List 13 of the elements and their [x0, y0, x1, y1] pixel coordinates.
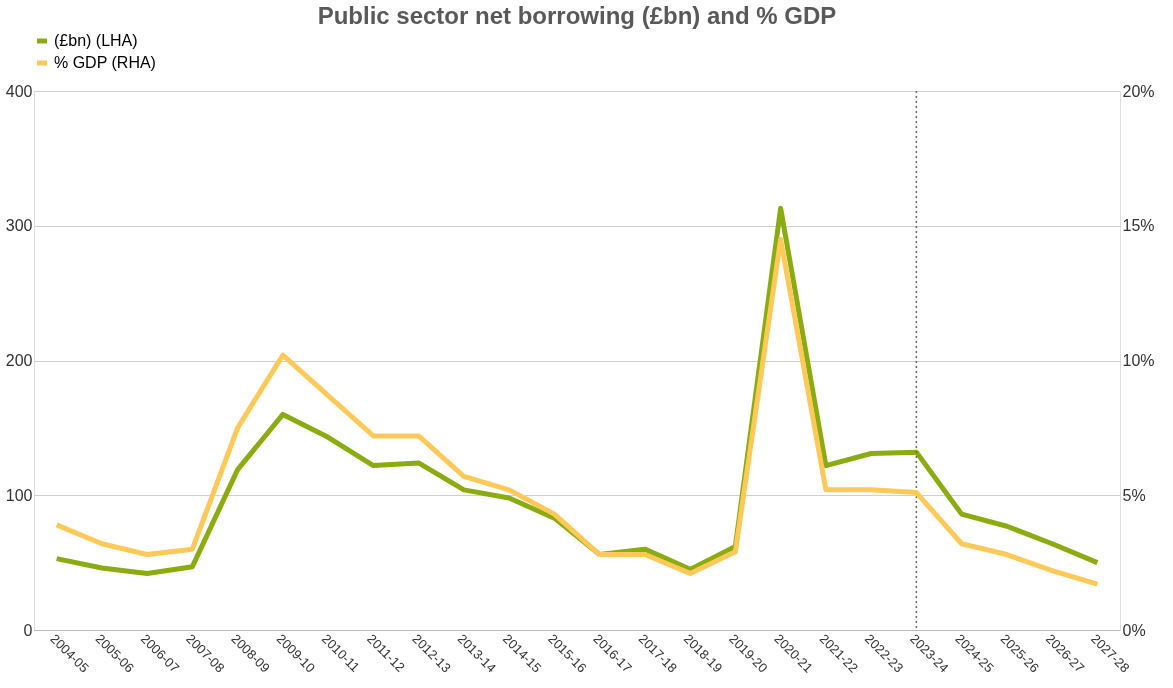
legend-label: (£bn) (LHA) [54, 32, 138, 49]
legend-label: % GDP (RHA) [54, 54, 156, 71]
y-tick-label: 100 [5, 486, 33, 504]
y2-tick-label: 5% [1122, 486, 1146, 504]
y-tick-label: 400 [5, 82, 33, 100]
y2-tick-label: 0% [1122, 621, 1146, 639]
y2-tick-label: 20% [1122, 82, 1155, 100]
y-tick-label: 200 [5, 352, 33, 369]
y2-tick-label: 10% [1122, 352, 1155, 369]
y-tick-label: 300 [5, 217, 33, 235]
y2-tick-label: 15% [1122, 217, 1155, 235]
y-tick-label: 0 [23, 621, 33, 639]
chart-title: Public sector net borrowing (£bn) and % GDP [317, 2, 837, 29]
